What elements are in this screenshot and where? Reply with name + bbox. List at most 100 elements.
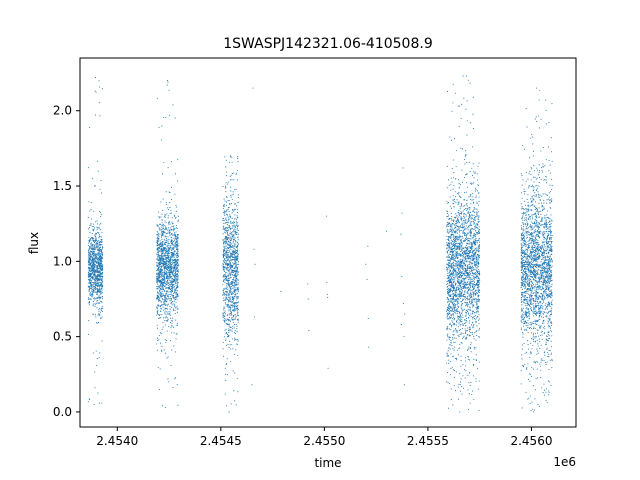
- data-point: [158, 317, 160, 319]
- data-point: [100, 283, 102, 285]
- data-point: [227, 298, 229, 300]
- data-point: [101, 275, 103, 277]
- data-point: [95, 221, 97, 223]
- data-point: [229, 296, 231, 298]
- data-point: [174, 232, 176, 234]
- data-point: [225, 277, 227, 279]
- data-point: [224, 238, 226, 240]
- data-point: [160, 257, 162, 260]
- data-point: [87, 302, 89, 304]
- data-point: [469, 232, 471, 234]
- data-point: [475, 226, 477, 228]
- data-point: [226, 213, 228, 215]
- data-point: [100, 308, 102, 310]
- data-point: [158, 216, 160, 218]
- data-point: [228, 294, 230, 296]
- data-point: [470, 238, 472, 240]
- data-point: [93, 223, 95, 225]
- data-point: [169, 294, 171, 296]
- data-point: [92, 291, 94, 293]
- data-point: [162, 257, 164, 259]
- data-point: [164, 216, 166, 218]
- data-point: [159, 249, 161, 251]
- data-point: [97, 286, 99, 288]
- data-point: [99, 274, 101, 276]
- data-point: [224, 156, 226, 158]
- data-point: [101, 301, 103, 303]
- data-point: [447, 223, 450, 225]
- data-point: [454, 311, 456, 314]
- data-point: [465, 274, 467, 276]
- data-point: [96, 275, 98, 277]
- data-point: [446, 224, 448, 226]
- data-point: [162, 255, 164, 257]
- data-point: [157, 240, 159, 242]
- data-point: [232, 304, 234, 306]
- data-point: [477, 190, 479, 192]
- data-point: [167, 208, 169, 211]
- data-point: [234, 270, 236, 272]
- data-point: [170, 267, 172, 269]
- data-point: [222, 290, 224, 292]
- data-point: [174, 297, 176, 299]
- data-point: [224, 287, 226, 289]
- data-point: [228, 241, 230, 243]
- data-point: [95, 284, 97, 286]
- data-point: [98, 253, 100, 255]
- data-point: [460, 230, 462, 232]
- data-point: [469, 231, 471, 233]
- data-point: [228, 225, 230, 227]
- data-point: [91, 262, 93, 264]
- data-point: [161, 231, 164, 233]
- data-point: [460, 360, 462, 362]
- data-point: [89, 253, 91, 255]
- data-point: [232, 317, 234, 319]
- data-point: [96, 276, 98, 278]
- data-point: [477, 262, 480, 264]
- data-point: [160, 293, 162, 295]
- data-point: [225, 222, 227, 224]
- data-point: [157, 253, 159, 256]
- data-point: [473, 207, 475, 209]
- data-point: [454, 237, 456, 239]
- data-point: [92, 305, 94, 307]
- data-point: [164, 214, 166, 216]
- data-point: [168, 291, 170, 293]
- data-point: [164, 310, 166, 312]
- data-point: [172, 254, 174, 256]
- data-point: [159, 299, 161, 301]
- data-point: [169, 234, 171, 236]
- data-point: [101, 258, 103, 260]
- data-point: [451, 251, 453, 253]
- data-point: [169, 223, 171, 225]
- data-point: [157, 249, 159, 251]
- data-point: [158, 292, 160, 294]
- data-point: [174, 254, 176, 256]
- data-point: [233, 279, 235, 281]
- data-point: [163, 260, 165, 262]
- data-point: [162, 251, 164, 253]
- data-point: [473, 208, 475, 210]
- data-point: [455, 276, 457, 278]
- data-point: [468, 196, 470, 198]
- data-point: [87, 217, 89, 219]
- data-point: [474, 294, 476, 296]
- data-point: [465, 330, 467, 332]
- data-point: [465, 264, 467, 266]
- data-point: [224, 240, 226, 242]
- data-point: [470, 299, 473, 301]
- data-point: [234, 318, 236, 320]
- data-point: [164, 270, 166, 272]
- data-point: [229, 316, 231, 319]
- data-point: [172, 104, 174, 106]
- data-point: [163, 281, 166, 283]
- data-point: [227, 237, 229, 239]
- data-point: [88, 248, 90, 250]
- data-point: [160, 274, 162, 276]
- data-point: [237, 243, 239, 245]
- data-point: [450, 285, 452, 288]
- data-point: [170, 244, 172, 247]
- data-point: [94, 90, 96, 92]
- data-point: [164, 213, 166, 215]
